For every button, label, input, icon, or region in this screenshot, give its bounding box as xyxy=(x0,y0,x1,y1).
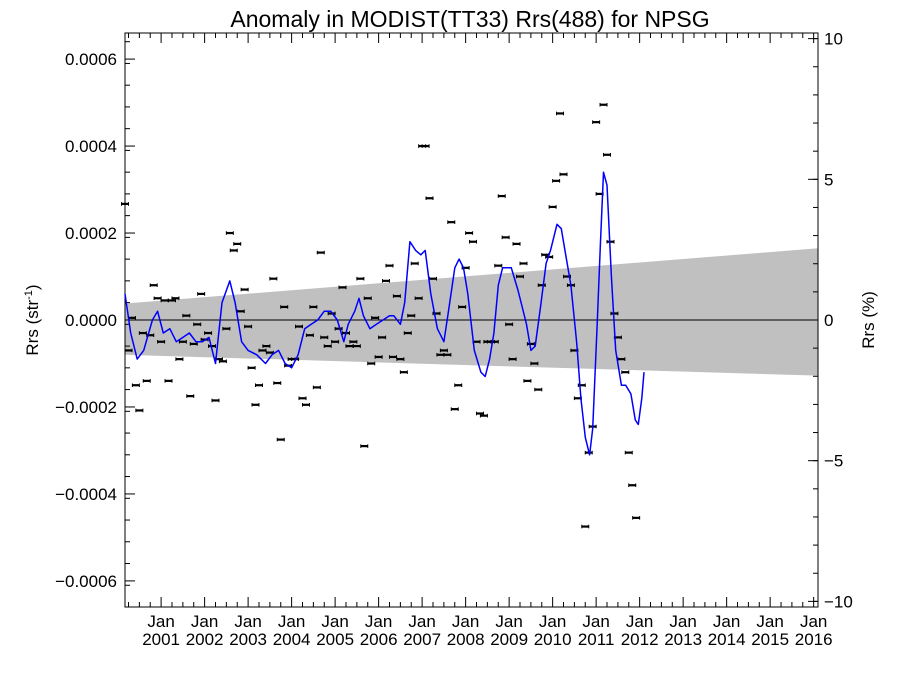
x-tick-label-month: Jan xyxy=(408,612,435,631)
smoothed-series-line xyxy=(124,171,645,456)
x-tick-label-month: Jan xyxy=(147,612,174,631)
x-tick-label-month: Jan xyxy=(539,612,566,631)
y2-tick-label: −10 xyxy=(824,592,853,611)
x-tick-label-year: 2013 xyxy=(664,630,702,649)
y-axis-label-text: Rrs (str xyxy=(23,300,42,356)
x-tick-label-year: 2012 xyxy=(621,630,659,649)
x-tick-label-year: 2002 xyxy=(186,630,224,649)
y-tick-label: −0.0002 xyxy=(55,398,117,417)
y-axis-label-superscript: -1 xyxy=(23,290,35,300)
y-axis-label: Rrs (str-1) xyxy=(23,284,42,355)
y-tick-label: 0.0006 xyxy=(65,50,117,69)
plot-area: 0.0006 0.0004 0.0002 0.0000 −0.0002 −0.0004 −0… xyxy=(55,30,853,649)
x-tick-label-year: 2015 xyxy=(751,630,789,649)
x-tick-label-month: Jan xyxy=(365,612,392,631)
x-tick-label-year: 2008 xyxy=(447,630,485,649)
y2-tick-label: 5 xyxy=(824,170,833,189)
x-tick-label-month: Jan xyxy=(582,612,609,631)
x-tick-label-month: Jan xyxy=(669,612,696,631)
y2-tick-label: −5 xyxy=(824,452,843,471)
y2-tick-label: 0 xyxy=(824,311,833,330)
y-tick-label: −0.0004 xyxy=(55,485,117,504)
x-tick-label-month: Jan xyxy=(278,612,305,631)
x-tick-label-month: Jan xyxy=(713,612,740,631)
x-tick-label-month: Jan xyxy=(626,612,653,631)
x-tick-label-month: Jan xyxy=(234,612,261,631)
y-tick-label: 0.0002 xyxy=(65,224,117,243)
x-tick-label-month: Jan xyxy=(495,612,522,631)
x-tick-label-year: 2006 xyxy=(360,630,398,649)
x-tick-label-month: Jan xyxy=(800,612,827,631)
y-tick-label: 0.0000 xyxy=(65,311,117,330)
x-tick-label-year: 2014 xyxy=(708,630,746,649)
x-tick-label-year: 2010 xyxy=(534,630,572,649)
x-tick-label-month: Jan xyxy=(321,612,348,631)
y-axis-label-close: ) xyxy=(23,284,42,290)
y2-tick-label: 10 xyxy=(824,30,843,49)
x-tick-label-year: 2016 xyxy=(795,630,833,649)
x-tick-label-year: 2001 xyxy=(142,630,180,649)
y-tick-label: 0.0004 xyxy=(65,137,117,156)
x-tick-label-year: 2005 xyxy=(316,630,354,649)
x-tick-label-year: 2007 xyxy=(403,630,441,649)
x-tick-label-month: Jan xyxy=(191,612,218,631)
x-tick-label-year: 2009 xyxy=(490,630,528,649)
x-tick-label-month: Jan xyxy=(452,612,479,631)
x-tick-label-year: 2004 xyxy=(273,630,311,649)
chart-title: Anomaly in MODIST(TT33) Rrs(488) for NPS… xyxy=(230,6,709,32)
y2-axis-label: Rrs (%) xyxy=(859,291,878,349)
y-tick-label: −0.0006 xyxy=(55,572,117,591)
x-tick-label-month: Jan xyxy=(756,612,783,631)
x-tick-label-year: 2003 xyxy=(229,630,267,649)
uncertainty-band xyxy=(125,248,818,376)
x-tick-label-year: 2011 xyxy=(578,630,615,649)
